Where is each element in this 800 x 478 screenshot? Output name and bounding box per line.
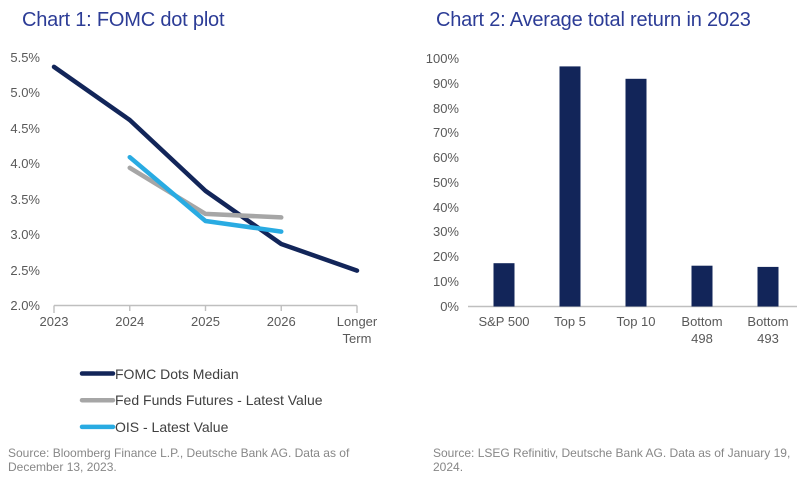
- c1-x-tick-label: 2025: [191, 314, 220, 329]
- legend-item-label: Fed Funds Futures - Latest Value: [115, 392, 323, 409]
- c2-x-tick-label: Top 5: [554, 314, 586, 329]
- chart1-title: Chart 1: FOMC dot plot: [22, 9, 225, 31]
- c1-y-tick-label: 5.5%: [10, 50, 40, 65]
- c1-x-tick-label: Longer Term: [336, 314, 378, 346]
- c1-y-tick-label: 4.0%: [10, 156, 40, 172]
- bar-bottom-498: [691, 265, 713, 307]
- c2-y-tick-label: 20%: [432, 249, 459, 264]
- c2-y-tick-label: 40%: [432, 199, 459, 215]
- c2-y-tick-label: 0%: [440, 298, 459, 314]
- chart2-title: Chart 2: Average total return in 2023: [436, 9, 751, 31]
- c2-y-tick-label: 70%: [432, 125, 459, 141]
- c2-y-tick-label: 100%: [425, 51, 459, 66]
- bar-bottom-493: [757, 266, 779, 307]
- series-line-ois: [127, 154, 284, 234]
- bar-top-10: [625, 78, 647, 307]
- chart2-source: Source: LSEG Refinitiv, Deutsche Bank AG…: [433, 446, 791, 474]
- series-line-fomc-median: [51, 64, 360, 273]
- c2-y-tick-label: 50%: [432, 174, 459, 190]
- c1-y-tick-label: 4.5%: [10, 120, 40, 136]
- c2-y-tick-label: 10%: [432, 273, 459, 289]
- c2-y-tick-label: 80%: [432, 100, 459, 116]
- legend-item-label: OIS - Latest Value: [115, 418, 229, 435]
- c2-x-tick-label: Bottom 498: [681, 314, 723, 346]
- c2-y-tick-label: 30%: [432, 224, 459, 240]
- c1-y-tick-label: 2.0%: [10, 298, 40, 313]
- c2-x-tick-label: Top 10: [616, 314, 656, 329]
- c1-y-tick-label: 3.0%: [10, 227, 40, 243]
- c2-y-tick-label: 60%: [432, 150, 459, 165]
- legend-item-label: FOMC Dots Median: [115, 365, 239, 382]
- bar-top-5: [559, 66, 581, 307]
- series-line-fed-funds-futures: [127, 165, 284, 220]
- c1-y-tick-label: 3.5%: [10, 191, 40, 207]
- c2-x-tick-label: Bottom 493: [747, 314, 789, 346]
- c2-x-tick-label: S&P 500: [478, 314, 530, 329]
- c1-x-tick-label: 2026: [266, 314, 296, 329]
- c1-x-tick-label: 2024: [115, 314, 145, 329]
- c1-y-tick-label: 2.5%: [10, 262, 40, 278]
- c2-y-tick-label: 90%: [432, 75, 459, 91]
- c1-x-tick-label: 2023: [39, 314, 69, 329]
- bar-s-p-500: [493, 263, 515, 307]
- c1-y-tick-label: 5.0%: [10, 85, 40, 101]
- chart1-source: Source: Bloomberg Finance L.P., Deutsche…: [8, 446, 350, 474]
